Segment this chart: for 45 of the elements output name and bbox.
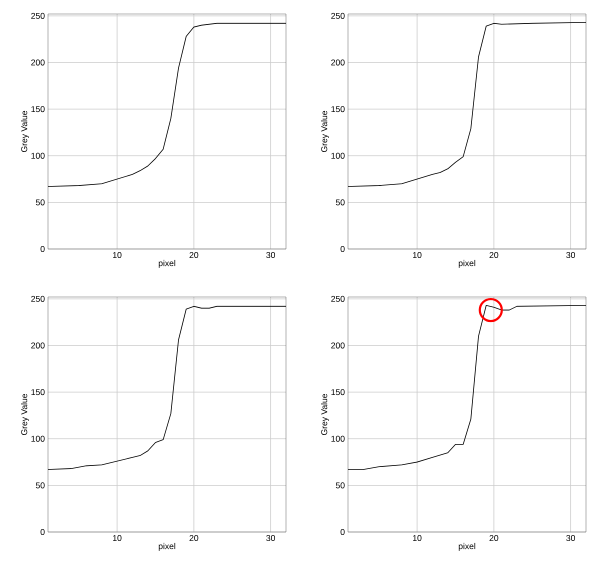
y-tick-label: 50 (336, 482, 345, 488)
y-tick-label: 100 (31, 436, 45, 442)
y-tick-label: 0 (40, 246, 45, 252)
x-axis-title: pixel (458, 260, 476, 268)
x-tick-label: 10 (413, 252, 422, 258)
y-tick-label: 150 (31, 106, 45, 112)
y-tick-label: 0 (340, 246, 345, 252)
y-axis-title: Grey Value (21, 394, 29, 436)
x-tick-label: 30 (266, 535, 276, 542)
y-axis-title: Grey Value (21, 110, 29, 152)
y-tick-label: 150 (31, 389, 45, 396)
y-tick-label: 50 (36, 199, 45, 206)
x-axis-title: pixel (158, 260, 176, 268)
x-tick-label: 20 (190, 252, 198, 258)
y-tick-label: 150 (331, 106, 345, 112)
y-tick-label: 200 (31, 342, 45, 348)
y-tick-label: 50 (36, 482, 45, 488)
y-tick-label: 100 (331, 152, 345, 159)
y-tick-label: 250 (31, 12, 45, 19)
x-tick-label: 10 (113, 252, 122, 258)
y-tick-label: 150 (331, 389, 345, 396)
y-tick-label: 50 (336, 199, 345, 206)
x-axis-title: pixel (458, 542, 476, 551)
y-tick-label: 100 (331, 436, 345, 442)
y-tick-label: 0 (40, 528, 45, 536)
y-tick-label: 200 (331, 342, 345, 348)
x-tick-label: 10 (113, 535, 122, 542)
x-tick-label: 30 (566, 535, 576, 542)
x-tick-label: 30 (266, 252, 276, 258)
y-tick-label: 250 (331, 12, 345, 19)
x-tick-label: 30 (566, 252, 576, 258)
x-tick-label: 20 (490, 252, 498, 258)
y-axis-title: Grey Value (321, 110, 329, 152)
x-tick-label: 10 (413, 535, 422, 542)
y-tick-label: 250 (331, 296, 345, 302)
line-series (348, 304, 586, 470)
y-tick-label: 0 (340, 528, 345, 536)
y-tick-label: 200 (331, 59, 345, 66)
x-tick-label: 20 (490, 535, 498, 542)
y-tick-label: 200 (31, 59, 45, 66)
x-axis-title: pixel (158, 542, 176, 551)
x-tick-label: 20 (190, 535, 198, 542)
y-tick-label: 250 (31, 296, 45, 302)
y-axis-title: Grey Value (321, 394, 329, 436)
y-tick-label: 100 (31, 152, 45, 159)
